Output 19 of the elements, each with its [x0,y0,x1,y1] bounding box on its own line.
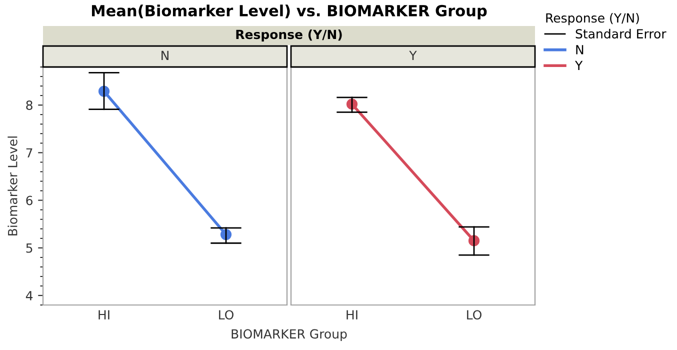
x-tick-label: HI [98,310,110,320]
y-tick-label: 4 [26,291,33,300]
legend-label: N [576,45,584,54]
text: Standard Error [576,28,666,39]
x-axis-title: BIOMARKER Group [232,329,347,342]
text: N [162,50,168,60]
y-axis-title: Biomarker Level [8,136,18,236]
x-tick-label: LO [219,310,234,320]
x-tick-label: HI [346,310,358,320]
chart-subtitle: Response (Y/N) [236,29,342,42]
text: Y [409,50,417,60]
legend-label: Y [574,60,583,70]
chart-title: Mean(Biomarker Level) vs. BIOMARKER Group [92,4,487,20]
x-tick-label: LO [467,310,482,320]
legend-title: Response (Y/N) [546,13,639,26]
y-tick-label: 7 [26,148,32,158]
y-tick-label: 8 [26,100,32,110]
y-tick-label: 6 [26,196,32,206]
y-tick-label: 5 [26,244,32,253]
